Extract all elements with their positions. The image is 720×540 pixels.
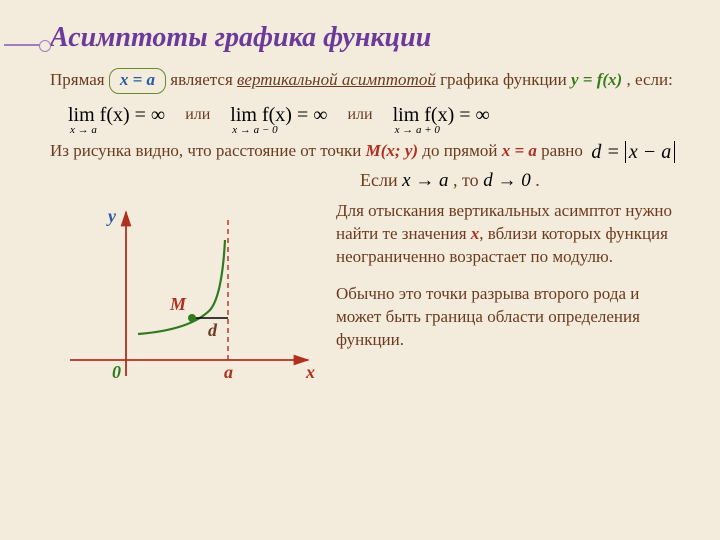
right-text: Для отыскания вертикальных асимптот нужн… bbox=[330, 200, 684, 410]
if-word: Если bbox=[360, 170, 402, 190]
limit-3: lim f(x) = ∞ x → a + 0 bbox=[393, 104, 490, 127]
svg-text:y: y bbox=[106, 206, 117, 226]
svg-text:d: d bbox=[208, 320, 218, 340]
limit-3-sub: x → a + 0 bbox=[395, 124, 440, 136]
intro-paragraph: Прямая x = a является вертикальной асимп… bbox=[50, 68, 684, 94]
if-dot: . bbox=[535, 170, 540, 190]
intro-underline: вертикальной асимптотой bbox=[237, 70, 436, 89]
svg-text:0: 0 bbox=[112, 362, 121, 382]
d-equation: d = x − a bbox=[591, 139, 675, 166]
limit-2-base: lim f(x) = ∞ bbox=[230, 104, 327, 126]
right-para-2: Обычно это точки разрыва второго рода и … bbox=[336, 283, 684, 352]
p2-pre: Из рисунка видно, что расстояние от точк… bbox=[50, 141, 366, 160]
intro-mid: является bbox=[170, 70, 237, 89]
limit-2: lim f(x) = ∞ x → a − 0 bbox=[230, 104, 327, 127]
d-eq-sign: = bbox=[601, 141, 625, 163]
page-title: Асимптоты графика функции bbox=[50, 22, 684, 54]
d-var: d bbox=[591, 141, 601, 163]
slide: Асимптоты графика функции Прямая x = a я… bbox=[0, 0, 720, 430]
right-p1x: x bbox=[471, 224, 480, 243]
lower-row: y x 0 a Md Для отыскания вертикальных асимпт… bbox=[50, 200, 684, 410]
p2-xa: x = a bbox=[502, 141, 537, 160]
graph-svg: y x 0 a Md bbox=[50, 200, 330, 400]
graph-container: y x 0 a Md bbox=[50, 200, 330, 410]
or-2: или bbox=[347, 106, 372, 124]
if-d0: d → 0 bbox=[483, 170, 531, 191]
or-1: или bbox=[185, 106, 210, 124]
intro-pre: Прямая bbox=[50, 70, 109, 89]
if-then: , то bbox=[453, 170, 483, 190]
limit-2-sub: x → a − 0 bbox=[232, 124, 277, 136]
limit-3-base: lim f(x) = ∞ bbox=[393, 104, 490, 126]
intro-post2: , если: bbox=[626, 70, 672, 89]
p2-mid: до прямой bbox=[422, 141, 501, 160]
limit-1-sub: x → a bbox=[70, 124, 97, 136]
if-xa: x → a bbox=[402, 170, 448, 191]
svg-text:a: a bbox=[224, 362, 233, 382]
limits-row: lim f(x) = ∞ x → a или lim f(x) = ∞ x → … bbox=[68, 104, 684, 127]
if-line: Если x → a , то d → 0 . bbox=[360, 170, 684, 192]
d-abs: x − a bbox=[625, 141, 675, 163]
limit-1: lim f(x) = ∞ x → a bbox=[68, 104, 165, 127]
p2-mxy: M(x; y) bbox=[366, 141, 418, 160]
svg-text:M: M bbox=[169, 294, 187, 314]
intro-post1: графика функции bbox=[440, 70, 571, 89]
distance-paragraph: Из рисунка видно, что расстояние от точк… bbox=[50, 139, 684, 166]
boxed-equation: x = a bbox=[109, 68, 166, 94]
limit-1-base: lim f(x) = ∞ bbox=[68, 104, 165, 126]
right-para-1: Для отыскания вертикальных асимптот нужн… bbox=[336, 200, 684, 269]
p2-post: равно bbox=[541, 141, 583, 160]
svg-text:x: x bbox=[305, 362, 315, 382]
decor-line bbox=[4, 44, 46, 46]
intro-fx: y = f(x) bbox=[571, 70, 622, 89]
